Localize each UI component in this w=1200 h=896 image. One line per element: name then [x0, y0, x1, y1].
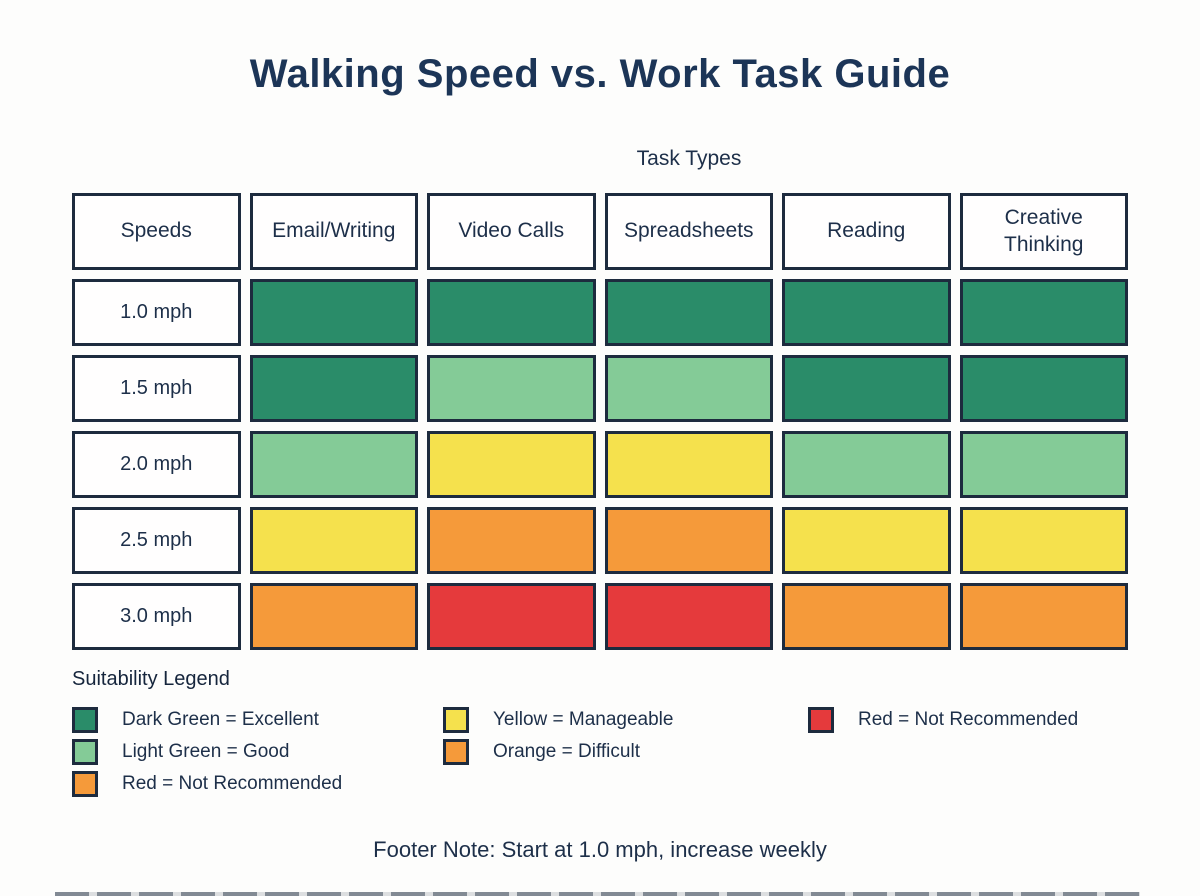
suitability-cell-r1-c4 [782, 279, 951, 346]
footer-note: Footer Note: Start at 1.0 mph, increase … [373, 837, 827, 862]
legend-column-1: Dark Green = Excellent Light Green = Good… [72, 707, 342, 797]
suitability-cell-r1-c1 [249, 279, 418, 346]
suitability-cell-r5-c2 [427, 583, 596, 650]
legend-item: Red = Not Recommended [72, 771, 342, 797]
speed-row-label-4: 2.5 mph [72, 507, 241, 574]
legend-item: Dark Green = Excellent [72, 707, 342, 733]
speed-task-table: Speeds Email/Writing Video Calls Spreadshee… [72, 193, 1128, 650]
column-header-5: Creative Thinking [959, 193, 1128, 270]
legend-item: Red = Not Recommended [808, 707, 1078, 733]
suitability-cell-r3-c4 [782, 431, 951, 498]
legend-item: Light Green = Good [72, 739, 342, 765]
suitability-cell-r1-c5 [959, 279, 1128, 346]
yellow-swatch-icon [443, 707, 469, 733]
suitability-cell-r4-c5 [959, 507, 1128, 574]
page-title: Walking Speed vs. Work Task Guide [249, 52, 951, 96]
suitability-cell-r1-c3 [604, 279, 773, 346]
column-header-4: Reading [782, 193, 951, 270]
suitability-cell-r5-c1 [249, 583, 418, 650]
bottom-edge-line [55, 892, 1140, 896]
legend-label: Red = Not Recommended [858, 709, 1079, 730]
suitability-cell-r4-c1 [249, 507, 418, 574]
suitability-cell-r2-c4 [782, 355, 951, 422]
suitability-cell-r3-c3 [604, 431, 773, 498]
task-types-axis-label: Task Types [636, 147, 742, 170]
suitability-cell-r5-c3 [604, 583, 773, 650]
suitability-cell-r4-c4 [782, 507, 951, 574]
legend-title: Suitability Legend [72, 668, 230, 690]
speed-row-label-2: 1.5 mph [72, 355, 241, 422]
suitability-cell-r4-c3 [604, 507, 773, 574]
header-cell-speeds: Speeds [72, 193, 241, 270]
legend-label: Red = Not Recommended [122, 773, 343, 794]
light-green-swatch-icon [72, 739, 98, 765]
legend-column-3: Red = Not Recommended [808, 707, 1078, 733]
column-header-3: Spreadsheets [604, 193, 773, 270]
dark-green-swatch-icon [72, 707, 98, 733]
suitability-cell-r3-c2 [427, 431, 596, 498]
column-header-1: Email/Writing [249, 193, 418, 270]
suitability-cell-r5-c4 [782, 583, 951, 650]
suitability-cell-r5-c5 [959, 583, 1128, 650]
suitability-cell-r3-c1 [249, 431, 418, 498]
suitability-cell-r2-c2 [427, 355, 596, 422]
suitability-cell-r1-c2 [427, 279, 596, 346]
legend-label: Light Green = Good [122, 741, 290, 762]
column-header-2: Video Calls [427, 193, 596, 270]
suitability-cell-r2-c1 [249, 355, 418, 422]
legend-item: Orange = Difficult [443, 739, 673, 765]
suitability-cell-r3-c5 [959, 431, 1128, 498]
suitability-cell-r2-c5 [959, 355, 1128, 422]
legend-label: Dark Green = Excellent [122, 709, 319, 730]
legend-item: Yellow = Manageable [443, 707, 673, 733]
speed-row-label-5: 3.0 mph [72, 583, 241, 650]
suitability-cell-r2-c3 [604, 355, 773, 422]
suitability-cell-r4-c2 [427, 507, 596, 574]
speed-row-label-1: 1.0 mph [72, 279, 241, 346]
speed-row-label-3: 2.0 mph [72, 431, 241, 498]
legend-label: Orange = Difficult [493, 741, 640, 762]
legend-column-2: Yellow = Manageable Orange = Difficult [443, 707, 673, 765]
orange-swatch-icon [72, 771, 98, 797]
orange-swatch-icon [443, 739, 469, 765]
legend-label: Yellow = Manageable [493, 709, 674, 730]
red-swatch-icon [808, 707, 834, 733]
